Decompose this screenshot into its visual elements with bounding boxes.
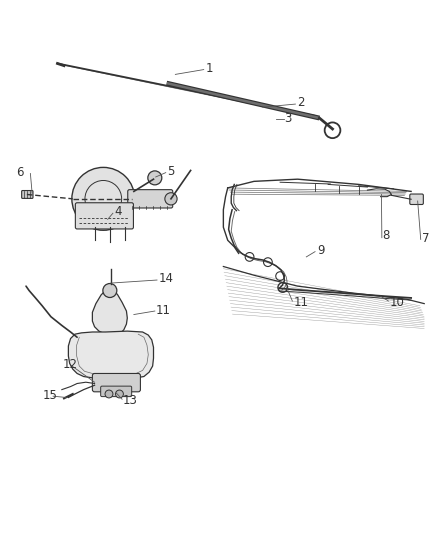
Circle shape xyxy=(105,390,113,398)
Text: 9: 9 xyxy=(317,244,324,257)
Circle shape xyxy=(72,167,135,230)
Text: 11: 11 xyxy=(156,304,171,317)
Text: 1: 1 xyxy=(206,62,213,75)
Text: 12: 12 xyxy=(63,358,78,372)
Polygon shape xyxy=(68,331,153,378)
Text: 5: 5 xyxy=(167,165,175,178)
FancyBboxPatch shape xyxy=(410,194,424,205)
Text: 11: 11 xyxy=(293,296,308,309)
Text: 7: 7 xyxy=(422,232,430,245)
Text: 13: 13 xyxy=(123,394,138,407)
FancyBboxPatch shape xyxy=(75,203,134,229)
FancyBboxPatch shape xyxy=(21,190,33,198)
Polygon shape xyxy=(92,290,127,335)
FancyBboxPatch shape xyxy=(92,374,141,392)
Text: 6: 6 xyxy=(16,166,24,179)
Circle shape xyxy=(103,284,117,297)
Text: 15: 15 xyxy=(42,389,57,402)
Text: 4: 4 xyxy=(114,205,122,219)
Text: 2: 2 xyxy=(297,96,305,109)
Text: 14: 14 xyxy=(159,272,174,285)
Text: 3: 3 xyxy=(285,112,292,125)
Text: 8: 8 xyxy=(383,229,390,243)
Circle shape xyxy=(165,193,177,205)
FancyBboxPatch shape xyxy=(128,190,173,208)
FancyBboxPatch shape xyxy=(101,386,132,397)
Circle shape xyxy=(148,171,162,185)
Circle shape xyxy=(116,390,124,398)
Text: 10: 10 xyxy=(389,296,404,309)
